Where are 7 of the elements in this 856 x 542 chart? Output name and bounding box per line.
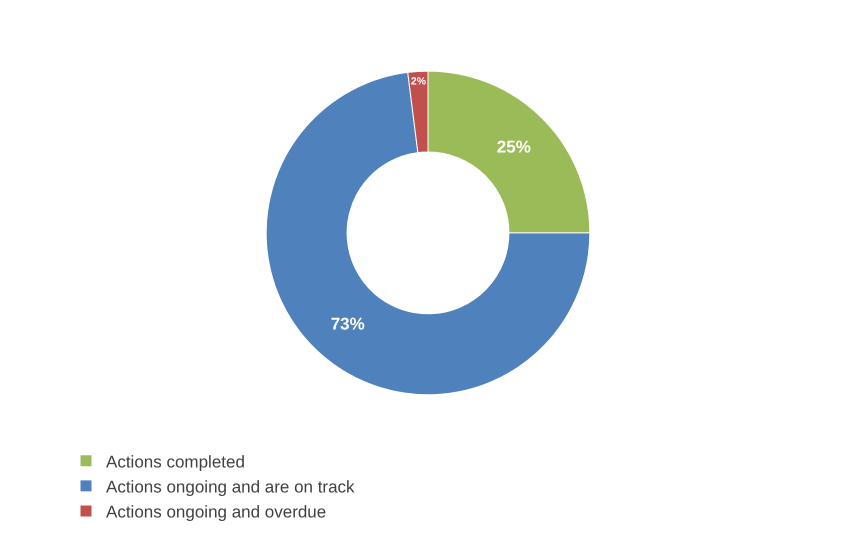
- data-label: 2%: [410, 76, 427, 88]
- legend-label: Actions completed: [106, 452, 245, 472]
- legend-label: Actions ongoing and are on track: [106, 478, 356, 497]
- donut-slice: [266, 72, 590, 396]
- legend-label: Actions ongoing and overdue: [106, 502, 326, 522]
- data-label: 25%: [496, 138, 531, 157]
- data-label: 73%: [330, 314, 365, 334]
